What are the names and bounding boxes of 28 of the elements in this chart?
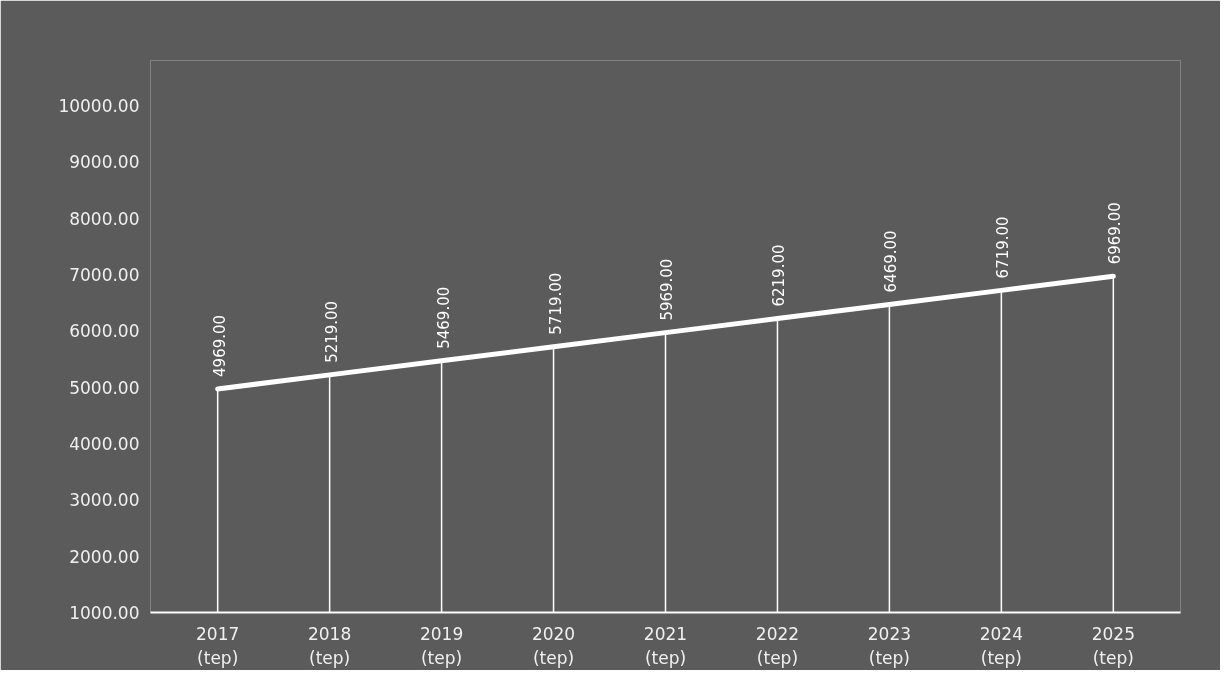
data-label: 6219.00 (770, 244, 789, 307)
y-tick-label: 6000.00 (69, 321, 140, 342)
x-tick-label: 2024 (tep) (979, 623, 1023, 668)
y-tick-label: 7000.00 (69, 265, 140, 286)
data-label: 5469.00 (434, 286, 453, 349)
data-label: 5219.00 (322, 300, 341, 363)
y-tick-label: 8000.00 (69, 208, 140, 229)
x-tick-label: 2020 (tep) (531, 623, 576, 668)
data-label: 5719.00 (546, 272, 565, 335)
y-tick-label: 2000.00 (69, 546, 140, 567)
x-tick-label: 2021 (tep) (643, 623, 688, 668)
y-tick-label: 10000.00 (58, 96, 140, 117)
y-tick-label: 4000.00 (69, 434, 140, 455)
x-tick-label: 2018 (tep) (308, 623, 352, 668)
data-label: 6469.00 (882, 230, 901, 293)
x-tick-label: 2025 (tep) (1091, 623, 1135, 668)
x-tick-label: 2019 (tep) (419, 623, 464, 668)
x-tick-label: 2023 (tep) (867, 623, 912, 668)
y-tick-label: 3000.00 (69, 490, 140, 511)
y-tick-label: 9000.00 (69, 152, 140, 173)
data-label: 5969.00 (658, 258, 677, 321)
x-tick-label: 2022 (tep) (755, 623, 800, 668)
y-tick-label: 1000.00 (69, 603, 140, 623)
x-tick-label: 2017 (tep) (196, 623, 240, 668)
data-label: 6719.00 (994, 216, 1013, 279)
y-tick-label: 5000.00 (69, 377, 140, 398)
data-label: 6969.00 (1106, 202, 1125, 265)
data-label: 4969.00 (210, 314, 229, 377)
